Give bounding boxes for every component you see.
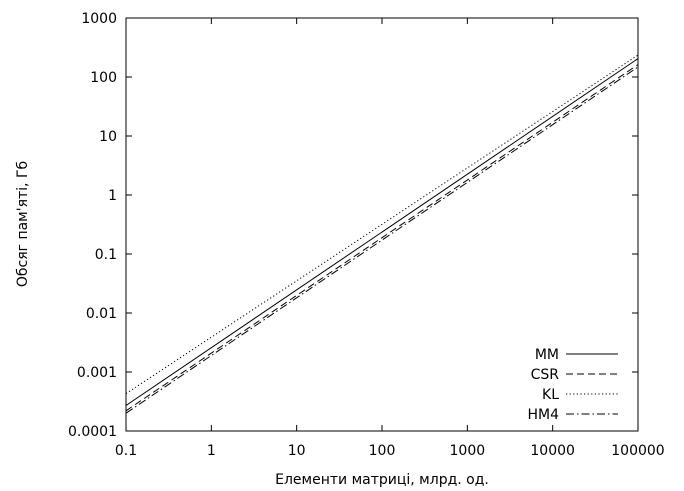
series-line-mm [125, 58, 639, 406]
axis-ticks: 0.1 1 10 100 1000 10000 100000 0.0001 0.001 0.01 0… [68, 11, 665, 459]
legend-label-kl: KL [542, 387, 559, 403]
x-tick-label: 1000 [450, 443, 486, 459]
y-tick-label: 0.01 [86, 306, 117, 322]
y-tick-label: 1 [108, 188, 117, 204]
x-tick-label: 0.1 [115, 443, 137, 459]
y-tick-label: 0.001 [77, 365, 117, 381]
series-line-hm4 [125, 66, 639, 414]
y-tick-label: 0.0001 [68, 424, 117, 440]
x-tick-label: 10 [288, 443, 306, 459]
y-tick-label: 10 [99, 129, 117, 145]
legend-label-mm: MM [535, 347, 559, 363]
y-tick-label: 1000 [81, 11, 117, 27]
legend: MM CSR KL HM4 [527, 347, 618, 423]
y-tick-label: 100 [90, 70, 117, 86]
x-axis-label: Елементи матриці, млрд. од. [275, 472, 489, 488]
series-line-kl [125, 54, 639, 395]
series-line-csr [125, 64, 639, 412]
legend-label-csr: CSR [531, 367, 560, 383]
y-axis-label: Обсяг пам'яті, Гб [15, 161, 31, 287]
legend-label-hm4: HM4 [527, 407, 559, 423]
x-tick-label: 1 [207, 443, 216, 459]
y-tick-label: 0.1 [95, 247, 117, 263]
x-tick-label: 100000 [611, 443, 664, 459]
x-tick-label: 10000 [530, 443, 575, 459]
series-layer [125, 54, 639, 414]
x-tick-label: 100 [369, 443, 396, 459]
